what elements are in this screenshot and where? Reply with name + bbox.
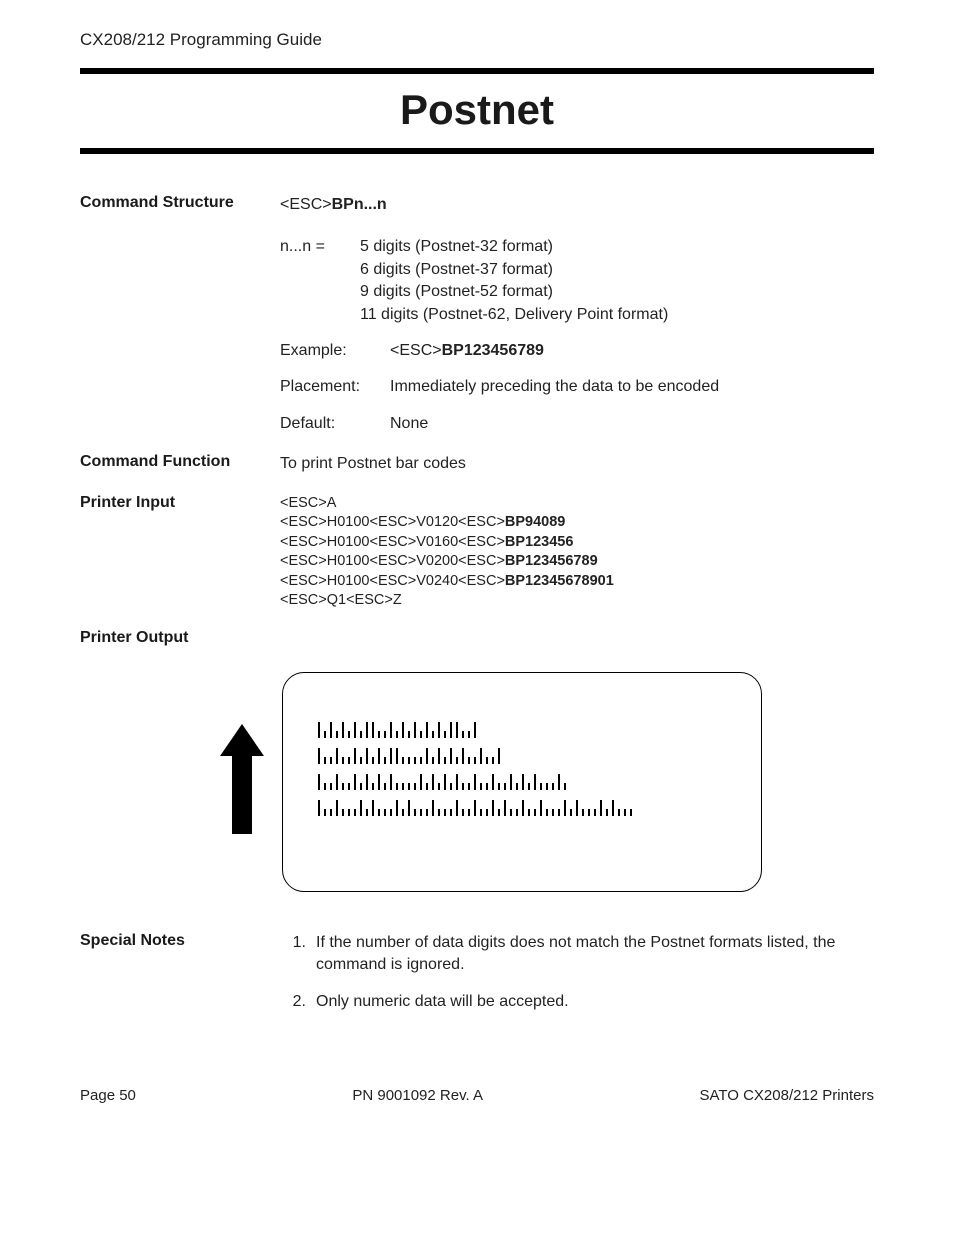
printer-input-line: <ESC>H0100<ESC>V0160<ESC>BP123456	[280, 533, 874, 553]
default-value: None	[390, 413, 874, 435]
title-rule-top	[80, 68, 874, 74]
example-bold: BP123456789	[442, 342, 544, 359]
printer-input-line: <ESC>H0100<ESC>V0120<ESC>BP94089	[280, 513, 874, 533]
example-label: Example:	[280, 340, 390, 362]
printer-input-line: <ESC>Q1<ESC>Z	[280, 591, 874, 611]
footer-right: SATO CX208/212 Printers	[699, 1087, 874, 1104]
feed-arrow-icon	[220, 724, 264, 839]
postnet-barcode	[318, 796, 726, 816]
label-printer-output: Printer Output	[80, 629, 280, 647]
param-label: n...n =	[280, 236, 360, 326]
label-printer-input: Printer Input	[80, 494, 280, 611]
content-special-notes: 1.If the number of data digits does not …	[280, 932, 874, 1027]
printer-input-line: <ESC>H0100<ESC>V0240<ESC>BP12345678901	[280, 572, 874, 592]
param-line: 11 digits (Postnet-62, Delivery Point fo…	[360, 304, 874, 326]
footer-left: Page 50	[80, 1087, 136, 1104]
page-footer: Page 50 PN 9001092 Rev. A SATO CX208/212…	[80, 1087, 874, 1104]
example-prefix: <ESC>	[390, 342, 442, 359]
label-command-function: Command Function	[80, 453, 280, 475]
example-row: Example: <ESC>BP123456789	[280, 340, 874, 362]
output-label-frame	[282, 672, 762, 892]
param-line: 5 digits (Postnet-32 format)	[360, 236, 874, 258]
title-rule-bot	[80, 148, 874, 154]
printer-input-line: <ESC>A	[280, 494, 874, 514]
section-command-function: Command Function To print Postnet bar co…	[80, 453, 874, 475]
special-note-item: 2.Only numeric data will be accepted.	[280, 991, 874, 1013]
running-head: CX208/212 Programming Guide	[80, 30, 874, 50]
default-label: Default:	[280, 413, 390, 435]
syntax-bold: BPn...n	[332, 196, 387, 213]
placement-label: Placement:	[280, 376, 390, 398]
param-values: 5 digits (Postnet-32 format)6 digits (Po…	[360, 236, 874, 326]
placement-row: Placement: Immediately preceding the dat…	[280, 376, 874, 398]
printer-output-illustration	[70, 672, 874, 892]
postnet-barcode	[318, 718, 726, 738]
content-command-function: To print Postnet bar codes	[280, 453, 874, 475]
page-title: Postnet	[80, 86, 874, 134]
param-line: 6 digits (Postnet-37 format)	[360, 259, 874, 281]
param-row: n...n = 5 digits (Postnet-32 format)6 di…	[280, 236, 874, 326]
example-value: <ESC>BP123456789	[390, 340, 874, 362]
content-command-structure: <ESC>BPn...n n...n = 5 digits (Postnet-3…	[280, 194, 874, 435]
content-printer-input: <ESC>A<ESC>H0100<ESC>V0120<ESC>BP94089<E…	[280, 494, 874, 611]
special-note-item: 1.If the number of data digits does not …	[280, 932, 874, 977]
section-command-structure: Command Structure <ESC>BPn...n n...n = 5…	[80, 194, 874, 435]
default-row: Default: None	[280, 413, 874, 435]
label-special-notes: Special Notes	[80, 932, 280, 1027]
section-printer-output: Printer Output	[80, 629, 874, 647]
page: CX208/212 Programming Guide Postnet Comm…	[0, 0, 954, 1144]
section-special-notes: Special Notes 1.If the number of data di…	[80, 932, 874, 1027]
footer-center: PN 9001092 Rev. A	[352, 1087, 483, 1104]
param-line: 9 digits (Postnet-52 format)	[360, 281, 874, 303]
printer-input-line: <ESC>H0100<ESC>V0200<ESC>BP123456789	[280, 552, 874, 572]
placement-value: Immediately preceding the data to be enc…	[390, 376, 874, 398]
label-command-structure: Command Structure	[80, 194, 280, 435]
section-printer-input: Printer Input <ESC>A<ESC>H0100<ESC>V0120…	[80, 494, 874, 611]
postnet-barcode	[318, 744, 726, 764]
postnet-barcode	[318, 770, 726, 790]
syntax-prefix: <ESC>	[280, 196, 332, 213]
